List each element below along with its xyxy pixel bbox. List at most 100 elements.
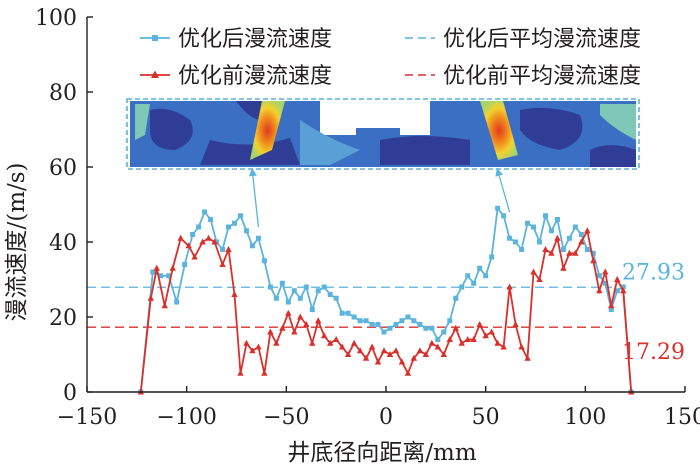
data-point: [357, 318, 363, 324]
data-point: [231, 291, 238, 297]
data-point: [572, 249, 579, 256]
x-axis-title: 井底径向距离/mm: [287, 440, 477, 466]
data-point: [525, 220, 531, 226]
data-point: [495, 205, 501, 211]
data-point: [411, 318, 417, 324]
data-point: [368, 343, 376, 350]
data-point: [326, 339, 334, 346]
legend-label: 优化后漫流速度: [178, 27, 332, 52]
data-point: [226, 224, 232, 230]
series-line: [139, 228, 633, 393]
data-point: [542, 246, 549, 252]
legend-label: 优化后平均漫流速度: [443, 27, 641, 52]
data-point: [199, 238, 206, 245]
data-point: [381, 329, 387, 335]
average-lines: 27.93 17.29: [87, 260, 685, 365]
data-point: [470, 336, 477, 342]
data-point: [191, 253, 198, 260]
data-point: [483, 273, 489, 279]
data-point: [566, 249, 573, 256]
data-point: [429, 325, 435, 331]
data-point: [345, 310, 351, 316]
data-point: [428, 339, 436, 346]
data-point: [507, 235, 513, 241]
data-point: [536, 239, 542, 245]
data-point: [344, 351, 352, 357]
data-point: [327, 292, 333, 297]
data-point: [584, 227, 591, 234]
inset-arrows: [248, 167, 511, 228]
data-point: [548, 228, 554, 234]
data-point: [333, 295, 339, 301]
data-point: [169, 264, 176, 271]
data-point: [482, 332, 489, 339]
data-point: [446, 336, 453, 342]
data-point: [202, 209, 208, 215]
data-point: [309, 307, 315, 312]
data-point: [387, 325, 393, 331]
data-point: [518, 343, 525, 350]
data-point: [506, 283, 513, 290]
data-point: [362, 354, 370, 361]
data-point: [261, 258, 267, 264]
y-tick-label: 100: [35, 6, 77, 31]
data-point: [590, 257, 597, 264]
data-point: [489, 254, 495, 260]
x-tick-label: 50: [472, 405, 500, 430]
data-point: [219, 261, 226, 267]
data-point: [267, 284, 273, 290]
legend-label: 优化前漫流速度: [178, 64, 332, 89]
data-point: [458, 339, 465, 346]
data-point: [513, 239, 519, 245]
data-point: [519, 247, 525, 252]
y-tick-label: 60: [49, 156, 77, 181]
data-point: [190, 232, 196, 237]
data-point: [279, 324, 286, 331]
data-point: [363, 318, 369, 324]
data-point: [267, 328, 274, 335]
data-point: [255, 235, 261, 241]
data-point: [303, 321, 310, 327]
data-point: [369, 322, 375, 327]
data-point: [500, 343, 507, 350]
data-point: [339, 310, 345, 316]
y-tick-label: 40: [49, 231, 77, 256]
y-axis-title: 漫流速度/(m/s): [4, 162, 30, 321]
data-point: [225, 246, 232, 252]
data-point: [147, 294, 154, 301]
data-point: [560, 264, 567, 271]
x-tick-label: −100: [156, 405, 216, 430]
data-point: [321, 284, 327, 290]
data-point: [608, 307, 614, 312]
data-point: [477, 265, 483, 271]
data-point: [291, 288, 297, 294]
data-point: [297, 313, 304, 320]
data-point: [174, 299, 180, 305]
data-point: [417, 322, 423, 327]
data-point: [620, 287, 627, 294]
data-point: [185, 242, 192, 249]
data-point: [416, 347, 424, 354]
data-point: [182, 262, 188, 267]
data-point: [273, 339, 280, 346]
data-point: [177, 234, 184, 241]
data-point: [153, 264, 160, 271]
inset-velocity-contour: [126, 98, 640, 170]
tick-labels: −150 −100 −50 0 50 100 150 0 20 40 60 80 100: [35, 6, 700, 430]
data-point: [166, 273, 172, 279]
data-point: [501, 213, 507, 219]
data-point: [536, 276, 543, 282]
data-point: [399, 318, 405, 324]
data-point: [261, 369, 268, 376]
average-value-label: 17.29: [622, 340, 685, 365]
data-point: [393, 322, 399, 327]
data-point: [291, 328, 298, 335]
data-point: [255, 343, 262, 350]
y-tick-label: 80: [49, 81, 77, 106]
data-point: [374, 358, 382, 365]
data-point: [530, 268, 537, 275]
data-point: [602, 280, 608, 286]
data-point: [303, 284, 309, 290]
